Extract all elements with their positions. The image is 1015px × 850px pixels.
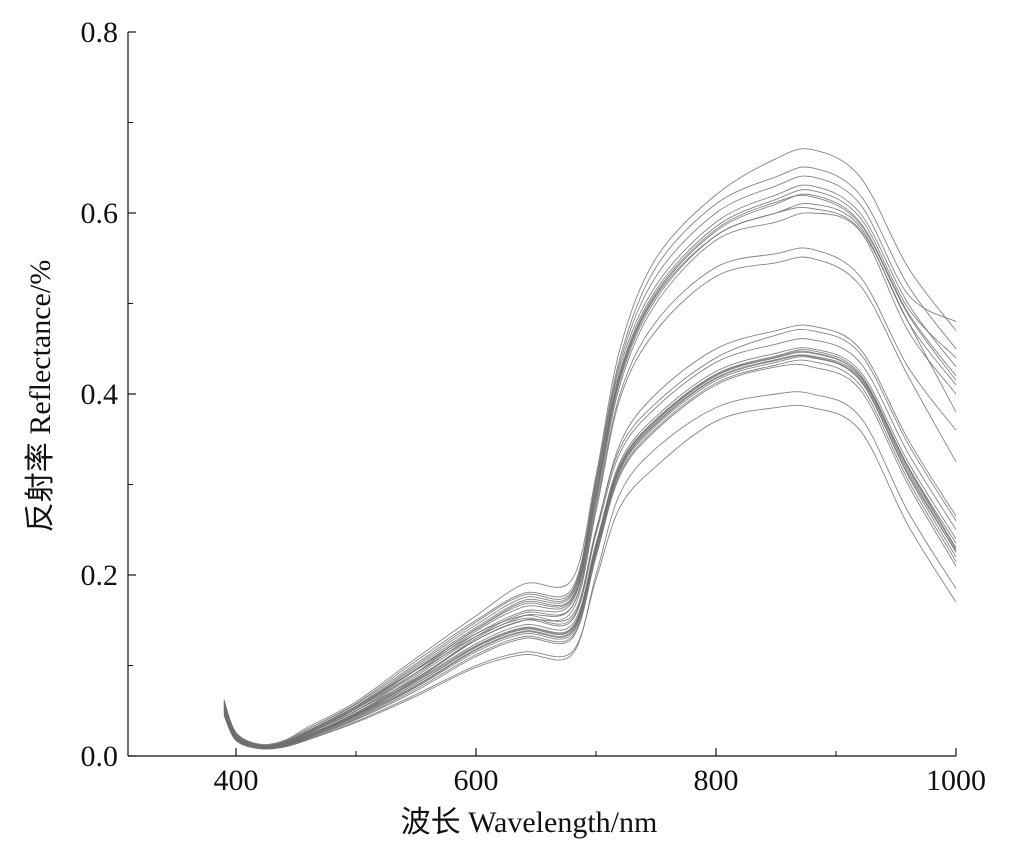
spectra-series-group	[223, 148, 957, 750]
x-axis-title: 波长 Wavelength/nm	[401, 806, 658, 839]
spectrum-line-2	[223, 193, 957, 747]
spectrum-line-12	[223, 175, 957, 746]
x-tick-label: 400	[214, 764, 259, 797]
y-axis-title: 反射率 Reflectance/%	[24, 260, 57, 532]
spectrum-line-21	[223, 350, 957, 748]
ticks-group: 0.0 0.2 0.4 0.6 0.8 400 600 800 1000	[81, 16, 987, 797]
x-tick-label: 1000	[926, 764, 986, 797]
spectrum-line-9	[223, 189, 957, 747]
spectrum-line-5	[223, 166, 957, 746]
spectrum-line-16	[223, 347, 957, 748]
y-tick-label: 0.4	[81, 378, 119, 411]
y-tick-label: 0.0	[81, 740, 119, 773]
spectrum-line-25	[223, 324, 957, 747]
x-tick-label: 600	[454, 764, 499, 797]
spectrum-line-3	[223, 203, 957, 748]
spectrum-line-1	[223, 184, 957, 747]
spectrum-line-19	[223, 359, 957, 749]
spectrum-line-18	[223, 354, 957, 749]
spectrum-line-13	[223, 351, 957, 748]
y-tick-label: 0.2	[81, 559, 119, 592]
x-tick-label: 800	[694, 764, 739, 797]
spectrum-line-11	[223, 256, 957, 749]
y-tick-label: 0.8	[81, 16, 119, 49]
spectrum-line-10	[223, 194, 957, 747]
axes-group	[127, 32, 956, 757]
spectrum-line-26	[223, 355, 957, 749]
spectrum-line-14	[223, 356, 957, 749]
spectrum-line-6	[223, 148, 957, 746]
spectrum-line-22	[223, 328, 957, 746]
spectrum-line-4	[223, 212, 957, 749]
spectrum-line-7	[223, 206, 957, 748]
spectrum-line-20	[223, 349, 957, 748]
y-tick-label: 0.6	[81, 197, 119, 230]
spectrum-line-8	[223, 247, 957, 749]
spectrum-line-24	[223, 391, 957, 750]
